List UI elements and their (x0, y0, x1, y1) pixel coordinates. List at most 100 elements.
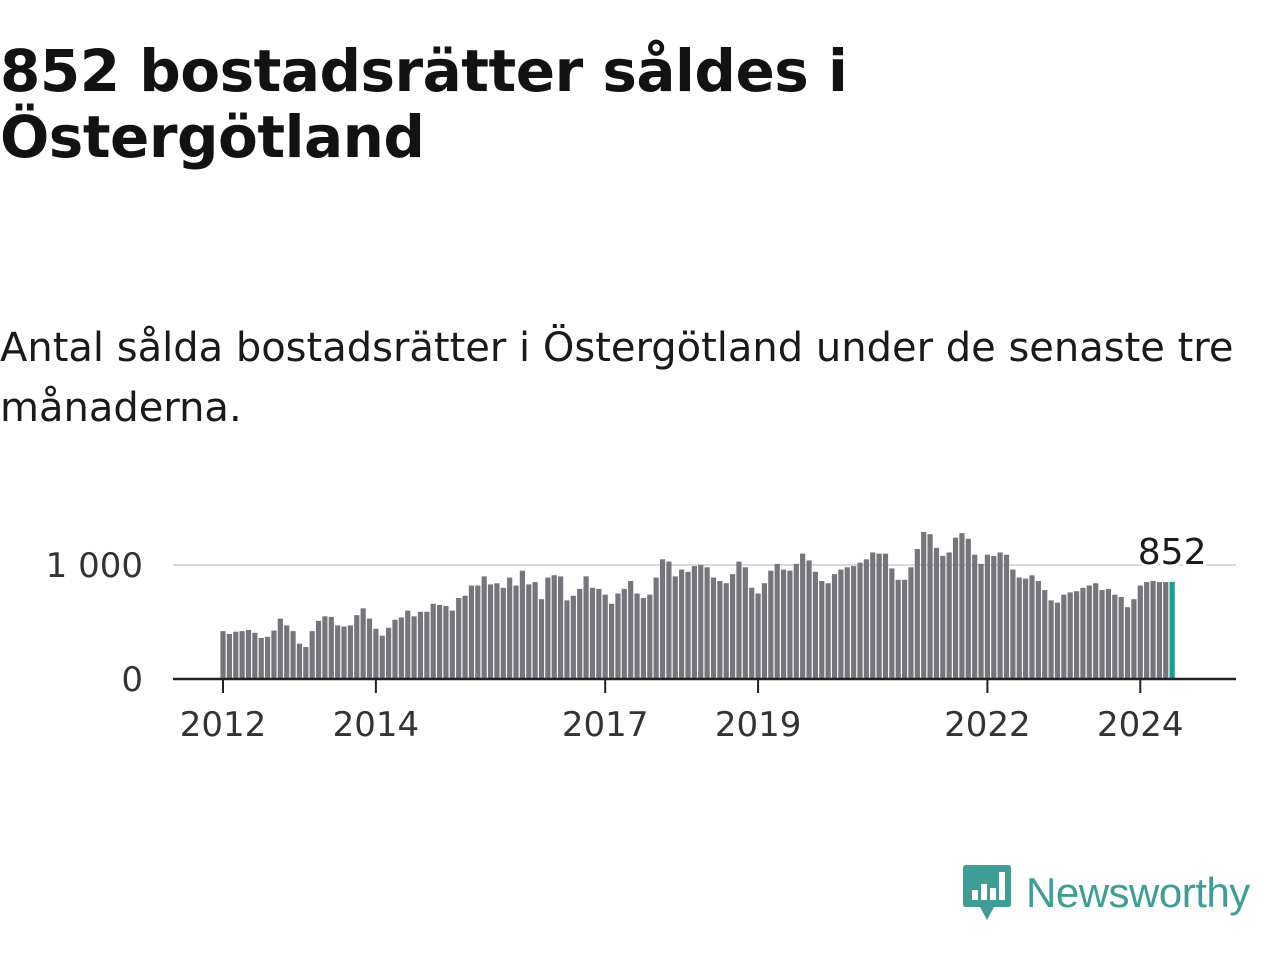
bar (1105, 588, 1112, 679)
bar (1150, 580, 1156, 679)
bar (366, 618, 373, 679)
last-value-label: 852 (1138, 532, 1207, 573)
bar (1042, 590, 1048, 679)
bar (570, 595, 576, 679)
bar (749, 587, 755, 679)
bar (1112, 594, 1118, 679)
bar (602, 594, 608, 679)
bar (666, 561, 672, 679)
axis-labels: 2012 2014 2017 2019 2022 2024 0 1 000 (46, 546, 1184, 745)
bar (882, 553, 889, 679)
bar (672, 576, 678, 679)
bar (405, 610, 411, 679)
bar (972, 554, 978, 679)
bar (768, 570, 774, 679)
bar (443, 606, 449, 679)
bar (252, 632, 258, 679)
bar (277, 618, 283, 679)
x-tick-label: 2014 (333, 705, 420, 745)
bar (876, 553, 882, 679)
bar (373, 628, 379, 679)
bar (1093, 583, 1099, 679)
x-tick-label: 2019 (715, 705, 802, 745)
bar (742, 567, 748, 679)
bar (870, 552, 876, 679)
bar (819, 580, 825, 679)
bar (475, 585, 481, 679)
x-tick-label: 2017 (562, 705, 649, 745)
bar (812, 571, 819, 679)
bar (1137, 585, 1143, 679)
bar (634, 593, 640, 679)
bar (1054, 602, 1061, 679)
bar (895, 579, 901, 679)
newsworthy-logo: Newsworthy (962, 862, 1250, 924)
bar (296, 643, 303, 679)
bar (863, 559, 869, 679)
bar (1048, 600, 1054, 679)
bar (245, 629, 252, 679)
bar (411, 616, 417, 679)
bar (685, 571, 691, 679)
bar (1029, 575, 1035, 679)
bar (398, 617, 404, 679)
bar (717, 580, 723, 679)
bar (621, 588, 627, 679)
bar (481, 576, 487, 679)
bar (596, 588, 602, 679)
bar (513, 585, 519, 679)
bar (959, 533, 965, 679)
bar (532, 582, 538, 679)
bar (1016, 577, 1022, 679)
bar (462, 595, 468, 679)
bar (1080, 587, 1086, 679)
bar (921, 531, 927, 679)
bar (1156, 582, 1162, 679)
bar (226, 633, 232, 679)
bar (430, 603, 436, 679)
logo-text: Newsworthy (1026, 869, 1250, 916)
bar (1067, 592, 1073, 679)
bar (653, 577, 659, 679)
bar (838, 569, 844, 679)
bar (424, 611, 430, 679)
bar (628, 580, 634, 679)
bar (1086, 585, 1092, 679)
bar (271, 630, 277, 679)
bar (1124, 607, 1131, 679)
bar (730, 574, 736, 679)
x-tick-label: 2022 (944, 705, 1031, 745)
newsworthy-logo-icon (963, 865, 1011, 920)
bar (1073, 591, 1080, 679)
bar (774, 563, 780, 679)
bar (551, 575, 557, 679)
bar (315, 620, 322, 679)
bar (487, 584, 494, 679)
bar (1099, 590, 1105, 679)
bar (991, 555, 997, 679)
bar (589, 587, 596, 679)
bar (1144, 582, 1150, 679)
bar (1010, 569, 1016, 679)
bar (1131, 599, 1137, 679)
chart-title: 852 bostadsrätter såldes i Östergötland (0, 37, 848, 171)
bar (679, 569, 685, 679)
bar (933, 547, 940, 679)
bar (545, 577, 551, 679)
bar (1061, 594, 1067, 679)
bar (449, 610, 455, 679)
bar (755, 593, 761, 679)
bar (1023, 578, 1029, 679)
bar (927, 534, 933, 679)
bar (793, 563, 799, 679)
bar (341, 626, 347, 679)
bar (800, 553, 806, 679)
bar (507, 577, 513, 679)
y-tick-label: 1 000 (46, 546, 143, 586)
bar (704, 567, 710, 679)
bar (940, 555, 946, 679)
bar (386, 627, 392, 679)
bar (825, 583, 831, 679)
bar (691, 566, 697, 679)
bar (659, 559, 666, 679)
